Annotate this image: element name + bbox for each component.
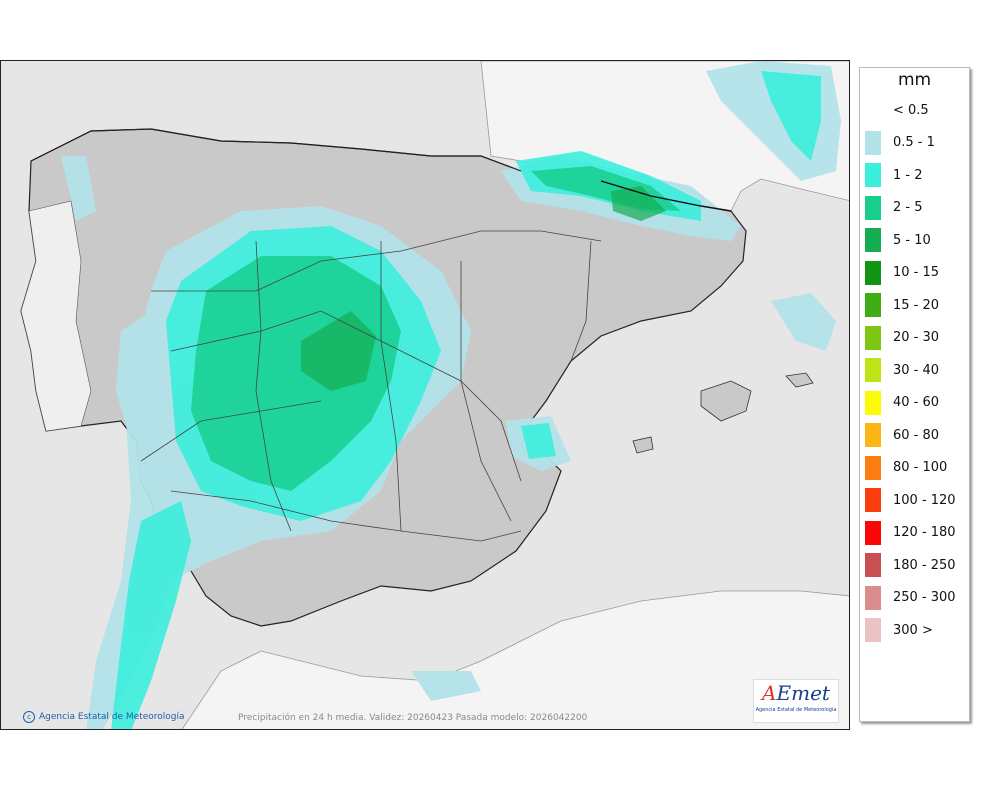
legend-label: 5 - 10 bbox=[893, 232, 931, 248]
legend-swatch bbox=[865, 163, 881, 187]
legend-item: 20 - 30 bbox=[865, 324, 939, 352]
ibiza-island bbox=[632, 436, 654, 454]
legend-swatch bbox=[865, 553, 881, 577]
legend-label: 0.5 - 1 bbox=[893, 135, 935, 150]
legend-swatch bbox=[865, 195, 881, 220]
logo-word-rest: Emet bbox=[776, 681, 830, 705]
region-borders bbox=[140, 230, 602, 542]
legend-label: 80 - 100 bbox=[893, 460, 948, 475]
legend-item: 40 - 60 bbox=[865, 389, 939, 417]
legend-swatch bbox=[865, 585, 881, 610]
legend-swatch bbox=[865, 618, 881, 642]
legend-item: 60 - 80 bbox=[865, 421, 939, 449]
map-panel[interactable]: c Agencia Estatal de Meteorología Precip… bbox=[0, 60, 850, 730]
legend-title: mm bbox=[897, 70, 932, 90]
aemet-logo: AEmet Agencia Estatal de Meteorología bbox=[753, 679, 839, 723]
logo-subtitle: Agencia Estatal de Meteorología bbox=[755, 707, 837, 713]
legend-label: 2 - 5 bbox=[893, 200, 923, 215]
legend-item: 15 - 20 bbox=[865, 291, 939, 319]
legend-item: 30 - 40 bbox=[865, 356, 939, 384]
precip-5-10 bbox=[301, 186, 666, 391]
legend-item: 10 - 15 bbox=[865, 259, 939, 287]
copyright-icon: c bbox=[23, 711, 35, 723]
legend-panel: mm < 0.5 0.5 - 1 1 - 2 2 - 5 5 - 10 10 - 15 15… bbox=[859, 67, 970, 722]
legend-label: < 0.5 bbox=[893, 102, 929, 118]
legend-swatch bbox=[865, 293, 881, 317]
attribution-text: Agencia Estatal de Meteorología bbox=[39, 712, 185, 722]
legend-label: 60 - 80 bbox=[893, 427, 940, 443]
precipitation-map bbox=[1, 61, 849, 729]
map-caption: Precipitación en 24 h media. Validez: 20… bbox=[238, 713, 588, 723]
legend-label: 100 - 120 bbox=[893, 492, 956, 508]
legend-swatch bbox=[865, 98, 881, 122]
legend-label: 40 - 60 bbox=[893, 395, 940, 410]
legend-label: 180 - 250 bbox=[893, 557, 956, 573]
legend-swatch bbox=[865, 130, 881, 155]
legend-label: 30 - 40 bbox=[893, 362, 940, 378]
legend-item: 1 - 2 bbox=[865, 161, 923, 189]
legend-item: 300 > bbox=[865, 616, 933, 644]
legend-item: 0.5 - 1 bbox=[865, 129, 935, 157]
legend-label: 15 - 20 bbox=[893, 297, 940, 313]
legend-label: 20 - 30 bbox=[893, 330, 940, 345]
legend-item: 80 - 100 bbox=[865, 454, 947, 482]
legend-swatch bbox=[865, 455, 881, 480]
legend-label: 300 > bbox=[893, 622, 933, 638]
menorca-island bbox=[785, 372, 814, 388]
legend-label: 1 - 2 bbox=[893, 167, 923, 183]
legend-swatch bbox=[865, 390, 881, 415]
legend-label: 250 - 300 bbox=[893, 590, 956, 605]
legend-item: 250 - 300 bbox=[865, 584, 956, 612]
legend-item: 100 - 120 bbox=[865, 486, 956, 514]
legend-item: 180 - 250 bbox=[865, 551, 956, 579]
legend-swatch bbox=[865, 423, 881, 447]
portugal-land bbox=[20, 200, 92, 432]
legend-swatch bbox=[865, 358, 881, 382]
legend-item: 2 - 5 bbox=[865, 194, 923, 222]
africa-land bbox=[181, 590, 849, 729]
legend-label: 10 - 15 bbox=[893, 265, 940, 280]
north-coastline bbox=[30, 128, 522, 172]
legend-item: 120 - 180 bbox=[865, 519, 956, 547]
legend-swatch bbox=[865, 488, 881, 512]
legend-item: 5 - 10 bbox=[865, 226, 931, 254]
legend-swatch bbox=[865, 228, 881, 252]
attribution: c Agencia Estatal de Meteorología bbox=[23, 711, 185, 723]
legend-swatch bbox=[865, 520, 881, 545]
legend-swatch bbox=[865, 260, 881, 285]
legend-label: 120 - 180 bbox=[893, 525, 956, 540]
logo-letter-a: A bbox=[762, 681, 777, 705]
mallorca-island bbox=[700, 380, 752, 422]
pyrenees-border bbox=[600, 180, 732, 212]
legend-swatch bbox=[865, 325, 881, 350]
legend-item: < 0.5 bbox=[865, 96, 929, 124]
